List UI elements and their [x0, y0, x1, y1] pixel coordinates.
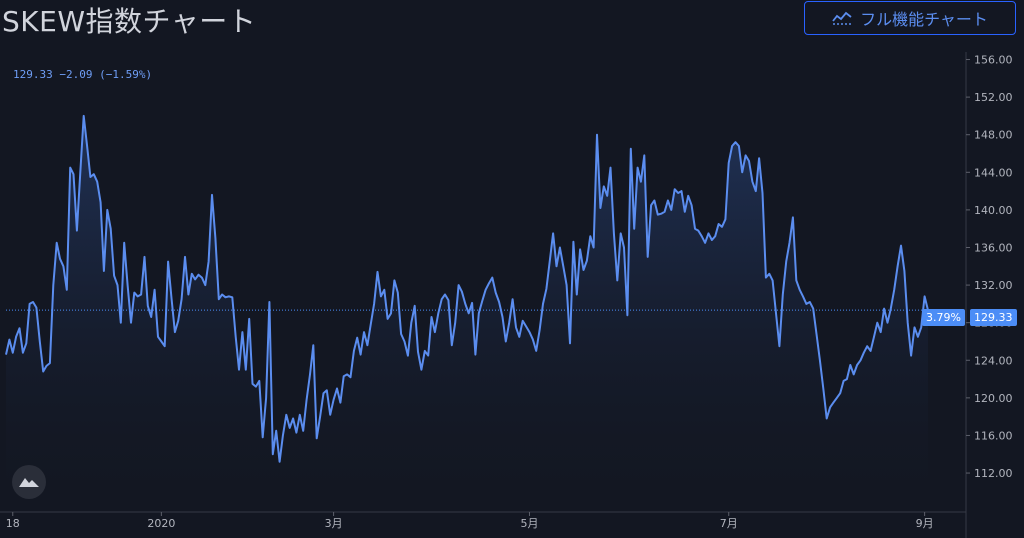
y-tick-label: 136.00: [974, 241, 1013, 254]
x-tick-label: 2020: [147, 517, 175, 530]
x-tick-label: 18: [6, 517, 20, 530]
y-tick-label: 132.00: [974, 279, 1013, 292]
legend-change-pct: (−1.59%): [99, 68, 153, 81]
y-tick-label: 152.00: [974, 91, 1013, 104]
x-tick-label: 3月: [325, 517, 343, 530]
series-line: [5, 114, 929, 463]
y-tick-label: 120.00: [974, 392, 1013, 405]
x-tick-label: 9月: [916, 517, 934, 530]
legend-last: 129.33: [13, 68, 53, 81]
y-tick-label: 140.00: [974, 204, 1013, 217]
legend-change: −2.09: [59, 68, 93, 81]
x-tick-label: 5月: [520, 517, 538, 530]
chart-line-icon: [832, 10, 852, 26]
y-tick-label: 112.00: [974, 467, 1013, 480]
y-tick-label: 124.00: [974, 354, 1013, 367]
price-legend: 129.33 −2.09 (−1.59%): [13, 68, 152, 81]
full-chart-label: フル機能チャート: [860, 10, 988, 29]
tradingview-logo-icon[interactable]: [12, 465, 46, 499]
price-tag: 129.33: [970, 309, 1017, 326]
y-tick-label: 144.00: [974, 166, 1013, 179]
percent-tag: 3.79%: [922, 309, 965, 326]
full-chart-button[interactable]: フル機能チャート: [804, 1, 1016, 35]
y-tick-label: 116.00: [974, 429, 1013, 442]
page-title: SKEW指数チャート: [2, 5, 257, 38]
y-tick-label: 148.00: [974, 129, 1013, 142]
y-tick-label: 156.00: [974, 54, 1013, 67]
x-tick-label: 7月: [720, 517, 738, 530]
